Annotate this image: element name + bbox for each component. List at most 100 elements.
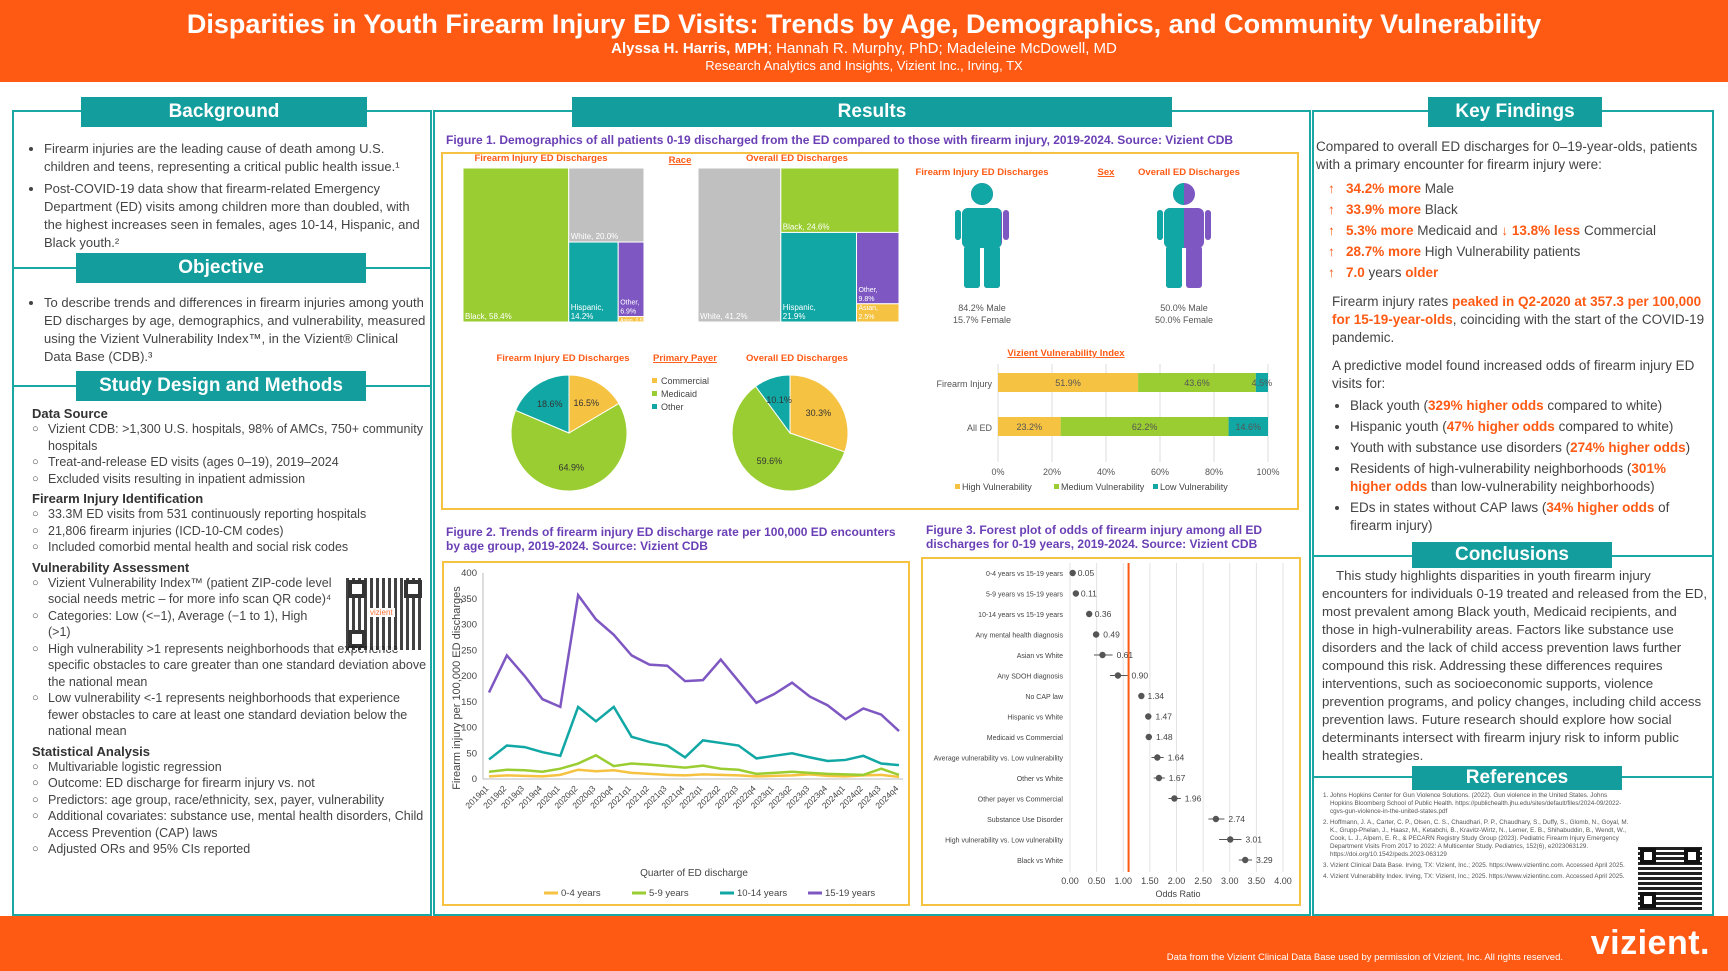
conclusions-text: This study highlights disparities in you…: [1322, 568, 1708, 763]
vvi-bar-label: 4.5%: [1252, 378, 1273, 388]
treemap-cell: [462, 167, 570, 323]
vvi-qr-code[interactable]: vizient: [346, 578, 424, 650]
person-leg: [984, 246, 1000, 288]
fig3-point: [1114, 672, 1122, 679]
fig3-row-label: Medicaid vs Commercial: [987, 735, 1064, 742]
fig3-value-label: 0.61: [1117, 650, 1134, 660]
vvi-legend-label: High Vulnerability: [962, 482, 1032, 492]
person-leg: [1186, 246, 1202, 288]
figure2-line-chart: 0501001502002503003504002019q12019q22019…: [451, 568, 903, 899]
references-list: Johns Hopkins Center for Gun Violence So…: [1330, 792, 1630, 881]
treemap-label: Black, 24.6%: [783, 222, 830, 231]
methods-item: Multivariable logistic regression: [32, 759, 428, 776]
fig2-legend-label: 5-9 years: [649, 888, 689, 899]
treemap-label: Hispanic,: [571, 303, 604, 312]
treemap-label: White, 41.2%: [700, 312, 748, 321]
methods-body: Data Source Vizient CDB: >1,300 U.S. hos…: [32, 402, 428, 858]
kf-arrow-item: ↑ 28.7% more High Vulnerability patients: [1328, 241, 1710, 262]
fig2-y-tick: 200: [461, 671, 477, 682]
reference-item: Vizient Clinical Data Base. Irving, TX: …: [1330, 862, 1630, 870]
treemap-label: 9.8%: [858, 296, 874, 303]
fig3-x-tick: 2.50: [1194, 876, 1212, 886]
sex-figures: Firearm Injury ED Discharges Sex Overall E…: [915, 167, 1239, 325]
methods-item: Included comorbid mental health and soci…: [32, 539, 428, 556]
qr-label: vizient: [368, 608, 395, 617]
pie-slice: [754, 374, 791, 435]
background-item: Post-COVID-19 data show that firearm-rel…: [44, 180, 428, 252]
fig2-series-line: [488, 704, 900, 767]
fig3-point: [1241, 856, 1249, 864]
vvi-tick-label: 40%: [1097, 467, 1115, 477]
fig3-point: [1072, 590, 1080, 597]
payer-legend-swatch: [652, 404, 657, 409]
fig3-row-label: 0-4 years vs 15-19 years: [986, 571, 1064, 578]
payer-pies: Firearm Injury ED Discharges Primary Paye…: [496, 353, 849, 492]
fig3-point: [1154, 754, 1161, 761]
vvi-bar-segment: [1255, 373, 1268, 392]
references-qr-code[interactable]: [1638, 846, 1702, 910]
fig3-value-label: 3.29: [1256, 855, 1273, 865]
treemap-label: 21.9%: [783, 312, 806, 321]
fig3-row-label: 5-9 years vs 15-19 years: [986, 592, 1064, 599]
sex-all-female: 50.0% Female: [1155, 315, 1213, 325]
up-arrow-icon: ↑: [1328, 265, 1335, 280]
sex-label: Sex: [1098, 167, 1116, 178]
qr-finder: [1684, 848, 1700, 864]
fig2-y-tick: 100: [461, 723, 477, 734]
vvi-stacked-bars: Vizient Vulnerability Index 0% 20% 40% 60% 80…: [936, 348, 1279, 492]
kf-model-intro: A predictive model found increased odds …: [1332, 358, 1695, 391]
payer-all-title: Overall ED Discharges: [746, 353, 848, 364]
fig3-value-label: 0.90: [1132, 671, 1149, 681]
treemap-label: White, 20.0%: [571, 232, 619, 241]
fig3-row-label: Black vs White: [1017, 858, 1063, 865]
results-heading: Results: [572, 97, 1172, 127]
kf-odds-item: Residents of high-vulnerability neighbor…: [1350, 460, 1710, 496]
methods-item: Predictors: age group, race/ethnicity, s…: [32, 792, 428, 809]
treemap-cell: [697, 167, 782, 323]
methods-item: Treat-and-release ED visits (ages 0–19),…: [32, 454, 428, 471]
qr-finder: [404, 580, 422, 598]
vvi-row-label: All ED: [967, 423, 993, 433]
vvi-bar-label: 23.2%: [1017, 422, 1043, 432]
fig3-x-tick: 3.00: [1221, 876, 1239, 886]
methods-item: 21,806 firearm injuries (ICD-10-CM codes…: [32, 523, 428, 540]
person-body: [1164, 208, 1184, 248]
methods-section-title: Firearm Injury Identification: [32, 491, 204, 506]
methods-item: High vulnerability >1 represents neighbo…: [32, 641, 428, 691]
figure2-title: Figure 2. Trends of firearm injury ED di…: [446, 525, 896, 553]
methods-item: Outcome: ED discharge for firearm injury…: [32, 775, 428, 792]
fig3-row-label: Average vulnerability vs. Low vulnerabil…: [934, 756, 1064, 763]
pie-label: 16.5%: [573, 398, 599, 408]
fig3-value-label: 0.36: [1095, 609, 1112, 619]
person-leg: [964, 246, 980, 288]
fig3-row-label: 10-14 years vs 15-19 years: [978, 612, 1063, 619]
fig3-row-label: Asian vs White: [1017, 653, 1063, 660]
vvi-legend-label: Medium Vulnerability: [1061, 482, 1145, 492]
kf-arrow-item: ↑ 5.3% more Medicaid and ↓ 13.8% less Com…: [1328, 220, 1710, 241]
race-label: Race: [669, 155, 692, 166]
payer-label: Primary Payer: [653, 353, 717, 364]
qr-finder: [1640, 892, 1656, 908]
up-arrow-icon: ↑: [1328, 244, 1335, 259]
payer-fi-title: Firearm Injury ED Discharges: [496, 353, 629, 364]
fig3-value-label: 0.11: [1081, 589, 1097, 599]
background-item: Firearm injuries are the leading cause o…: [44, 140, 428, 176]
treemap-cell: [855, 231, 900, 305]
pie-slice: [789, 374, 849, 453]
treemap-title: Firearm Injury ED Discharges: [474, 153, 607, 164]
fig3-point: [1227, 836, 1234, 843]
fig2-y-tick: 150: [461, 697, 477, 708]
methods-item: Vizient Vulnerability Index™ (patient ZI…: [32, 575, 332, 608]
fig3-x-tick: 1.00: [1114, 876, 1132, 886]
fig3-value-label: 1.64: [1168, 753, 1185, 763]
figure3-title: Figure 3. Forest plot of odds of firearm…: [926, 523, 1263, 551]
pie-label: 10.1%: [766, 395, 792, 405]
kf-arrow-item: ↑ 7.0 years older: [1328, 262, 1710, 283]
vvi-legend-swatch: [1153, 484, 1158, 489]
fig3-point: [1138, 692, 1145, 700]
fig2-y-tick: 300: [461, 620, 477, 631]
footer-note: Data from the Vizient Clinical Data Base…: [1166, 952, 1563, 963]
vvi-bar-label: 43.6%: [1184, 378, 1210, 388]
person-arm: [1157, 210, 1163, 240]
fig2-x-label: Quarter of ED discharge: [640, 868, 748, 879]
